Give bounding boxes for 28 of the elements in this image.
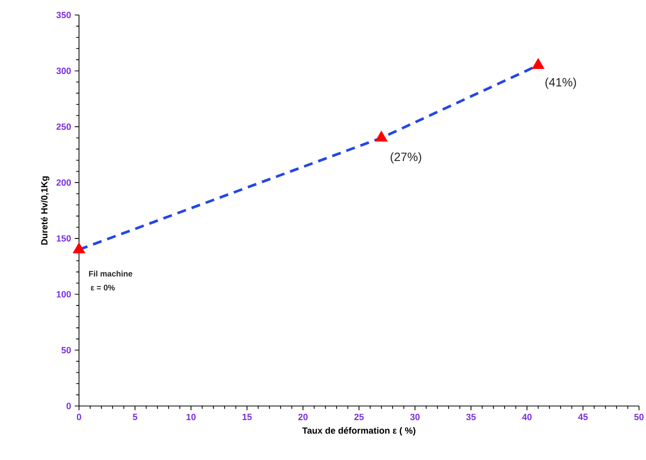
x-tick-label: 0 [76,414,82,420]
annotation: ε = 0% [90,284,115,290]
x-tick-label: 10 [186,414,196,420]
y-tick-label: 250 [56,124,71,130]
y-tick-label: 0 [66,402,71,410]
x-tick-label: 50 [634,414,644,420]
y-tick-label: 200 [56,179,71,186]
annotation: (41%) [545,78,576,89]
x-tick-label: 5 [132,414,138,420]
y-tick-label: 300 [56,68,71,74]
y-axis-title: Dureté Hv/0,1Kg [40,176,50,245]
y-tick-label: 150 [56,235,71,242]
x-tick-label: 35 [466,414,476,420]
annotation: (27%) [390,152,422,164]
y-tick-label: 100 [56,291,71,298]
y-tick-label: 50 [61,346,71,354]
x-tick-label: 30 [410,414,420,420]
point [375,130,388,142]
x-tick-label: 40 [522,414,532,420]
x-axis-title: Taux de déformation ε ( %) [302,427,416,436]
x-tick-label: 20 [298,414,308,420]
x-tick-label: 25 [354,414,364,420]
point [532,58,544,69]
point [72,242,86,254]
y-tick-label: 350 [56,12,71,18]
annotation: Fil machine [89,270,132,277]
x-tick-label: 15 [242,414,252,420]
x-tick-label: 45 [578,414,588,420]
